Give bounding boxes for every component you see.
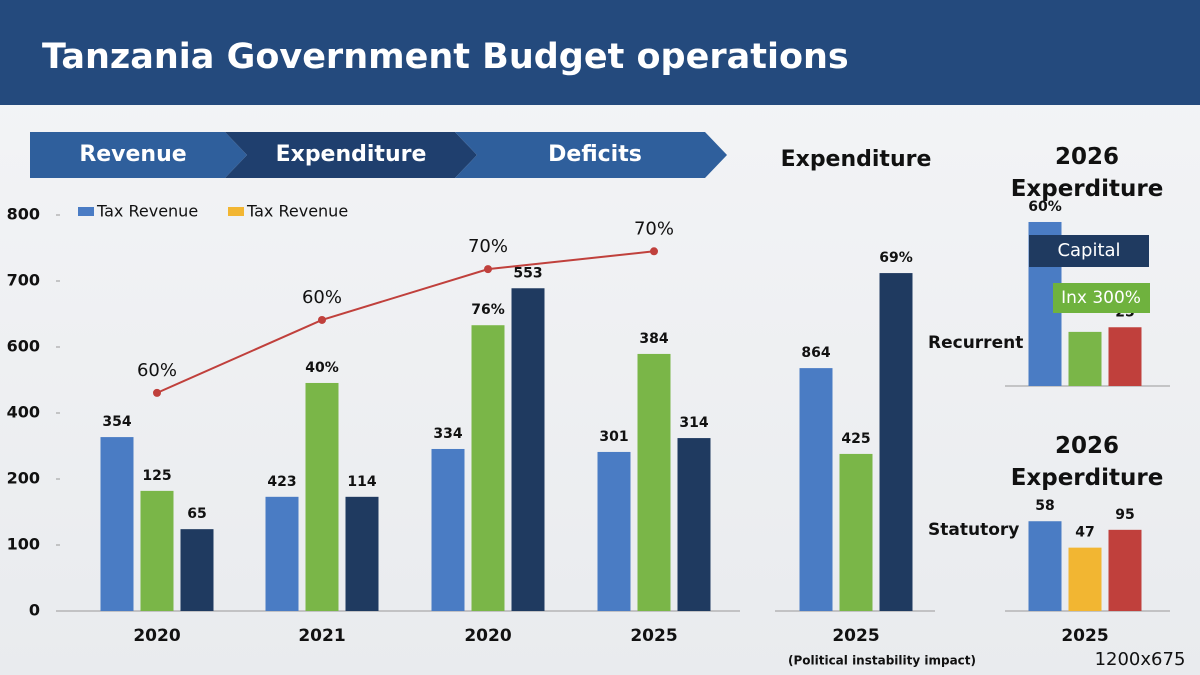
bar-label: 95 — [1115, 507, 1134, 523]
bar — [345, 496, 379, 611]
bar — [677, 438, 711, 611]
bar — [839, 453, 873, 611]
bar-label: 47 — [1075, 525, 1094, 541]
line-point — [153, 388, 161, 397]
bar-label: 65 — [187, 506, 206, 522]
y-tick-label: 400 — [7, 403, 40, 422]
trend-line — [156, 250, 655, 394]
x-tick-label: 2021 — [298, 626, 345, 646]
bar — [431, 448, 465, 611]
tab-shape — [225, 132, 477, 178]
y-tick-label: 0 — [29, 601, 40, 620]
bar — [180, 529, 214, 611]
point-label: 60% — [302, 287, 342, 308]
annotation: Capital — [1057, 240, 1120, 261]
row-label: Recurrent — [928, 333, 1023, 353]
bar-label: 864 — [801, 345, 830, 361]
point-label: 70% — [468, 236, 508, 257]
bar-label: 40% — [305, 360, 339, 376]
row-label: Statutory — [928, 520, 1019, 540]
chart-title: Expenditure — [781, 147, 932, 172]
x-tick-label: 2025 — [1061, 626, 1108, 646]
x-tick-label: 2020 — [133, 626, 180, 646]
legend-swatch — [228, 207, 244, 216]
page-title: Tanzania Government Budget operations — [42, 37, 849, 77]
tab-label: Deficits — [548, 142, 642, 167]
bar-label: 125 — [142, 468, 171, 484]
bar-label: 114 — [347, 474, 376, 490]
tab-label: Revenue — [79, 142, 186, 167]
bar — [265, 496, 299, 611]
line-point — [484, 265, 492, 274]
x-tick-label: 2020 — [464, 626, 511, 646]
bar — [879, 273, 913, 611]
bar-label: 301 — [599, 429, 628, 445]
y-tick-label: 600 — [7, 337, 40, 356]
chart-note: (Political instability impact) — [788, 654, 976, 668]
bar — [637, 353, 671, 611]
bar — [305, 382, 339, 611]
x-tick-label: 2025 — [630, 626, 677, 646]
tab-label: Expenditure — [276, 142, 427, 167]
annotation-box — [1029, 235, 1149, 267]
bar-label: 334 — [433, 426, 462, 442]
y-tick-label: 200 — [7, 469, 40, 488]
bar — [511, 288, 545, 611]
y-tick-label: 700 — [7, 271, 40, 290]
bar-label: 76% — [471, 302, 505, 318]
bar-label: 314 — [679, 415, 708, 431]
bar — [1028, 521, 1062, 611]
bar-label: 423 — [267, 474, 296, 490]
bar-label: 425 — [841, 431, 870, 447]
bar — [1108, 327, 1142, 386]
header-bar — [0, 0, 1200, 105]
bar-label: 69% — [879, 250, 913, 266]
point-label: 60% — [137, 360, 177, 381]
line-point — [318, 315, 326, 324]
chart-title: 2026 Experditure — [1010, 144, 1164, 202]
annotation: Inx 300% — [1061, 288, 1141, 308]
tab-shape — [30, 132, 247, 178]
y-tick-label: 100 — [7, 535, 40, 554]
footer-text: 1200x675 — [1095, 649, 1186, 670]
legend-label: Tax Revenue — [96, 202, 198, 221]
bar — [799, 368, 833, 611]
legend-swatch — [78, 207, 94, 216]
bar-label: 58 — [1035, 498, 1054, 514]
point-label: 70% — [634, 218, 674, 239]
line-point — [650, 247, 658, 256]
x-tick-label: 2025 — [832, 626, 879, 646]
bar-label: 384 — [639, 331, 668, 347]
bar — [1068, 331, 1102, 386]
bar — [140, 490, 174, 611]
bar — [1068, 547, 1102, 611]
bar-label: 354 — [102, 414, 131, 430]
tab-shape — [455, 132, 727, 178]
legend-label: Tax Revenue — [246, 202, 348, 221]
bar-label: 553 — [513, 265, 542, 281]
chart-title: 2026 Experditure — [1010, 433, 1164, 491]
annotation-box — [1053, 283, 1150, 313]
bar — [471, 325, 505, 611]
y-tick-label: 800 — [7, 205, 40, 224]
bar — [597, 451, 631, 611]
bar — [100, 437, 134, 611]
bar-label: 60% — [1028, 199, 1062, 215]
bar — [1108, 529, 1142, 611]
